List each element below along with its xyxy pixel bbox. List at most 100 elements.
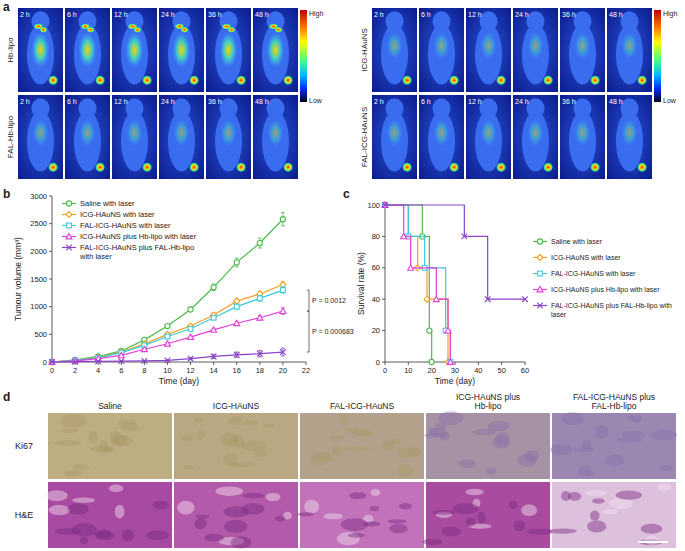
texture — [466, 518, 476, 526]
texture — [359, 430, 374, 436]
texture — [371, 489, 381, 496]
error-bar — [258, 315, 262, 320]
time-label: 2 h — [20, 98, 30, 105]
mouse-image: 12 h — [112, 95, 157, 179]
text-line: ICG-HAuNS — [213, 401, 260, 411]
mouse-body — [428, 24, 455, 84]
texture — [263, 424, 274, 428]
tumour-signal — [496, 162, 506, 172]
tick-label: 0 — [376, 358, 380, 367]
tick-label: 60 — [372, 263, 380, 272]
time-label: 2 h — [374, 11, 384, 18]
time-label: 48 h — [609, 98, 623, 105]
mouse-body — [381, 24, 408, 84]
legend-label: FAL-ICG-HAuNS plus FAL-Hb-lipowith laser — [79, 243, 194, 261]
tick-label: 30 — [451, 366, 459, 375]
tick-label: 22 — [302, 366, 310, 375]
texture — [587, 472, 595, 476]
texture — [243, 493, 265, 499]
tick — [49, 251, 52, 252]
time-label: 6 h — [421, 11, 431, 18]
tick — [213, 362, 214, 365]
mouse-body — [381, 111, 408, 171]
image-bg — [607, 8, 652, 92]
row-label: Ki67 — [15, 441, 33, 451]
texture — [241, 441, 267, 452]
texture — [275, 516, 285, 522]
colorbar-label: Low — [309, 97, 323, 104]
mouse-image: 48 h — [607, 8, 652, 92]
texture — [194, 518, 207, 529]
histology-image — [550, 412, 677, 479]
mouse-body — [569, 111, 596, 171]
time-label: 24 h — [161, 98, 175, 105]
texture — [397, 447, 421, 458]
mouse-body — [522, 24, 549, 84]
mouse-image: 48 h — [253, 95, 298, 179]
texture — [441, 527, 460, 537]
image-bg — [18, 8, 63, 92]
image-bg — [253, 8, 298, 92]
signal — [481, 119, 497, 147]
tick — [167, 362, 168, 365]
text-line: ICG-HAuNS with laser — [551, 254, 621, 261]
legend-entry: FAL-ICG-HAuNS with laser — [533, 270, 636, 277]
tick-label: 10 — [163, 366, 171, 375]
tumour-signal — [449, 75, 459, 85]
histology-image — [424, 411, 550, 479]
tick — [49, 279, 52, 280]
tick-label: 20 — [279, 366, 287, 375]
image-bg — [112, 95, 157, 179]
tick — [525, 362, 526, 365]
tick — [49, 223, 52, 224]
tumour-signal — [543, 162, 553, 172]
signal — [80, 119, 96, 147]
texture — [72, 464, 89, 470]
histology-image — [174, 482, 298, 549]
row-label: Hb-lipo — [6, 37, 15, 63]
text-line: ICG-HAuNS plus Hb-lipo with laser — [80, 232, 197, 241]
legend-label: ICG-HAuNS plus Hb-lipo with laser — [551, 286, 660, 294]
mouse-image: 12 h — [466, 8, 511, 92]
mouse-image: 6 h — [65, 8, 110, 92]
texture — [587, 520, 606, 532]
tumour-signal — [590, 162, 600, 172]
tick-label: 60 — [521, 366, 529, 375]
mouse-body — [475, 24, 502, 84]
error-bar — [281, 348, 285, 356]
texture — [95, 532, 115, 541]
tick — [144, 362, 145, 365]
texture — [72, 498, 95, 503]
axis-title: Survival rate (%) — [356, 252, 366, 315]
series-line — [385, 205, 450, 362]
texture — [177, 501, 194, 515]
texture — [440, 432, 450, 440]
tick-label: 18 — [256, 366, 264, 375]
histology-image — [48, 413, 172, 479]
mouse-image: 36 h — [206, 8, 251, 92]
tick-label: 8 — [142, 366, 146, 375]
marker — [257, 315, 263, 320]
tumour-signal — [590, 75, 600, 85]
texture — [398, 464, 414, 477]
mouse-image: 2 h — [18, 8, 63, 92]
marker — [234, 352, 240, 358]
marker — [280, 217, 285, 222]
row-label: ICG-HAuNS — [360, 28, 369, 72]
marker — [211, 327, 217, 332]
error-bar — [212, 316, 216, 320]
texture — [550, 444, 572, 455]
texture — [344, 446, 370, 451]
marker — [95, 356, 101, 361]
mouse-body — [522, 111, 549, 171]
marker — [211, 354, 217, 360]
colorbar — [654, 10, 661, 102]
error-bar — [258, 350, 262, 357]
tick — [455, 362, 456, 365]
mouse-head — [220, 98, 238, 118]
texture — [632, 415, 643, 422]
image-bg — [552, 413, 676, 479]
marker — [445, 328, 451, 333]
texture — [644, 536, 660, 545]
tick — [382, 330, 385, 331]
